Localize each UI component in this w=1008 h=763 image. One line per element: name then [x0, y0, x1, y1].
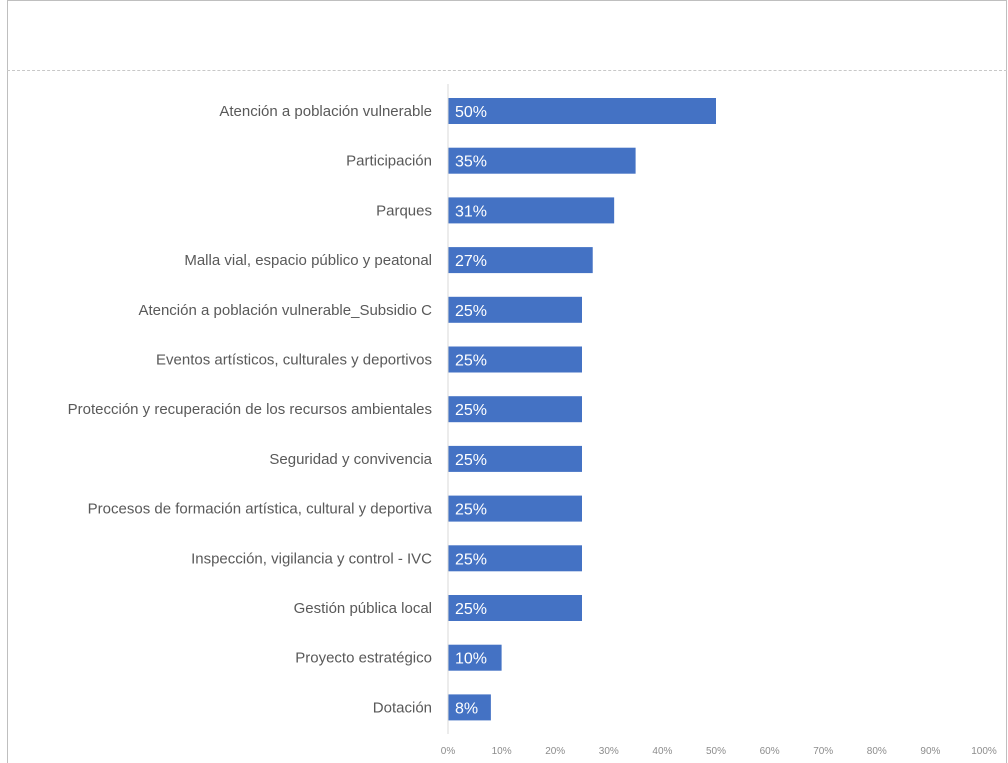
x-tick-label: 90%	[920, 746, 940, 757]
bar	[448, 694, 491, 721]
bar	[448, 445, 582, 472]
x-tick-label: 80%	[867, 746, 887, 757]
category-label: Eventos artísticos, culturales y deporti…	[156, 352, 432, 369]
value-label: 25%	[455, 353, 487, 370]
bar	[448, 296, 582, 323]
value-label: 35%	[455, 154, 487, 171]
category-label: Seguridad y convivencia	[269, 451, 432, 468]
value-label: 8%	[455, 700, 478, 717]
value-label: 25%	[455, 551, 487, 568]
category-label: Procesos de formación artística, cultura…	[88, 501, 433, 518]
x-tick-label: 20%	[545, 746, 565, 757]
bar	[448, 644, 502, 671]
category-label: Protección y recuperación de los recurso…	[68, 401, 432, 418]
x-axis-ticks-group: 0% 10% 20% 30% 40% 50% 60% 70% 80% 90% 100%	[441, 746, 997, 757]
category-label: Gestión pública local	[294, 600, 432, 617]
bar	[448, 197, 615, 224]
x-tick-label: 70%	[813, 746, 833, 757]
bar	[448, 396, 582, 423]
value-label: 31%	[455, 203, 487, 220]
bar	[448, 98, 716, 124]
bar	[448, 495, 582, 522]
category-label: Malla vial, espacio público y peatonal	[184, 252, 432, 269]
value-label: 10%	[455, 651, 487, 668]
value-label: 25%	[455, 601, 487, 618]
category-label: Inspección, vigilancia y control - IVC	[191, 550, 432, 567]
x-tick-label: 10%	[492, 746, 512, 757]
category-label: Atención a población vulnerable_Subsidio…	[138, 302, 432, 319]
value-label: 50%	[455, 104, 487, 121]
value-label: 27%	[455, 253, 487, 270]
value-label: 25%	[455, 502, 487, 519]
plot-top-border	[7, 70, 1007, 71]
bars-group	[448, 98, 716, 721]
category-label: Atención a población vulnerable	[219, 103, 432, 120]
chart-frame	[7, 0, 1007, 763]
category-label: Dotación	[373, 699, 432, 716]
x-tick-label: 60%	[760, 746, 780, 757]
bar	[448, 247, 593, 274]
category-label: Proyecto estratégico	[295, 650, 432, 667]
category-labels-group: Atención a población vulnerable Participa…	[68, 103, 433, 716]
x-tick-label: 30%	[599, 746, 619, 757]
value-labels-group: 50% 35% 31% 27% 25% 25% 25% 25% 25% 25% 25% 10% 8%	[455, 104, 487, 717]
x-tick-label: 40%	[652, 746, 672, 757]
x-tick-label: 50%	[706, 746, 726, 757]
bar	[448, 147, 636, 174]
x-tick-label: 0%	[441, 746, 456, 757]
value-label: 25%	[455, 452, 487, 469]
bar	[448, 595, 582, 621]
x-tick-label: 100%	[971, 746, 997, 757]
category-label: Parques	[376, 202, 432, 219]
bar	[448, 545, 582, 572]
bar	[448, 346, 582, 373]
value-label: 25%	[455, 402, 487, 419]
category-label: Participación	[346, 153, 432, 170]
value-label: 25%	[455, 303, 487, 320]
